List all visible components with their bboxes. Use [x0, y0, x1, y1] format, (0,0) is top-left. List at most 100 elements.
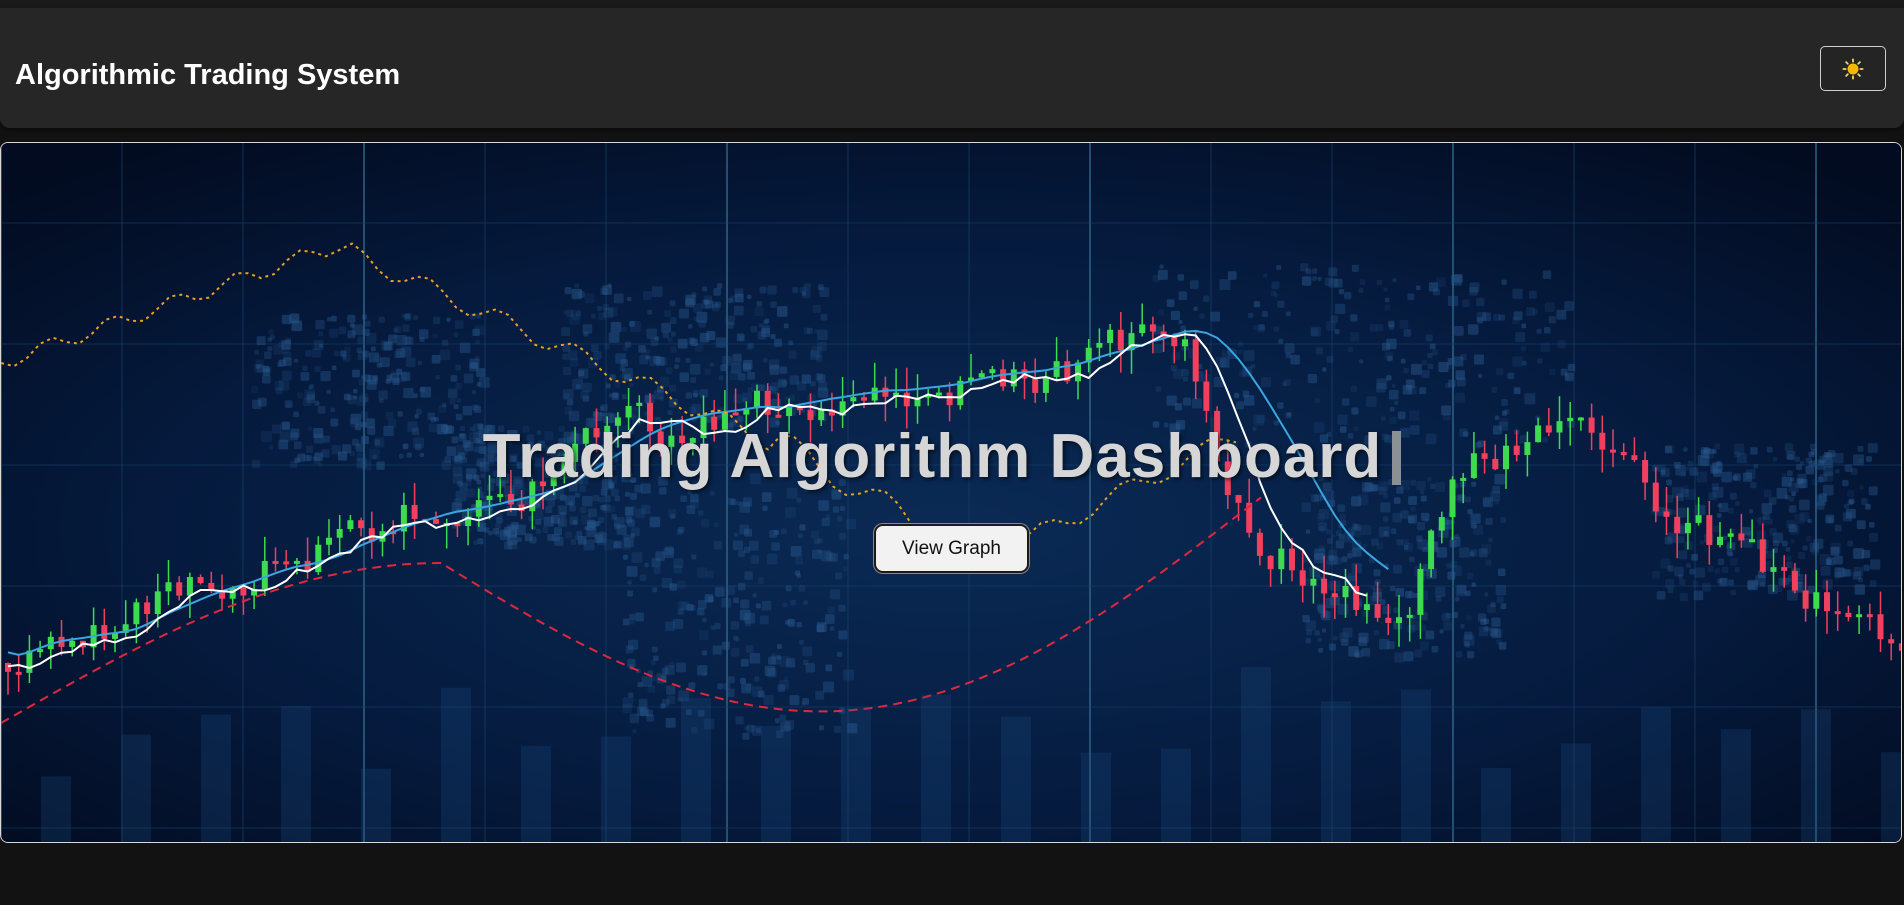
map-dot: [630, 477, 637, 483]
map-dot: [321, 449, 330, 458]
map-dot: [1853, 548, 1864, 559]
map-dot: [515, 524, 526, 536]
map-dot: [329, 328, 338, 338]
view-graph-button[interactable]: View Graph: [874, 524, 1029, 573]
map-dot: [725, 688, 735, 698]
map-dot: [784, 506, 796, 518]
map-dot: [380, 357, 390, 367]
map-dot: [262, 365, 270, 373]
map-dot: [346, 394, 353, 401]
map-dot: [506, 525, 518, 537]
map-dot: [582, 324, 593, 334]
map-dot: [1557, 340, 1566, 349]
map-dot: [750, 325, 758, 333]
map-dot: [1393, 607, 1399, 613]
map-dot: [581, 514, 591, 525]
map-dot: [635, 508, 646, 519]
map-dot: [704, 594, 714, 603]
map-dot: [1339, 632, 1349, 642]
map-dot: [1802, 545, 1808, 551]
map-dot: [702, 286, 708, 292]
map-dot: [662, 331, 670, 339]
map-dot: [484, 424, 495, 435]
map-dot: [1560, 368, 1568, 376]
map-dot: [1382, 516, 1389, 522]
map-dot: [1327, 538, 1333, 544]
map-dot: [255, 359, 264, 368]
map-dot: [1861, 549, 1871, 559]
map-dot: [1707, 565, 1714, 573]
map-dot: [475, 460, 482, 467]
map-dot: [1492, 485, 1501, 494]
map-dot: [1341, 556, 1348, 563]
map-dot: [652, 587, 658, 593]
map-dot: [642, 291, 652, 301]
map-dot: [1273, 326, 1280, 332]
map-dot: [1170, 365, 1177, 372]
map-dot: [796, 621, 802, 628]
map-dot: [1312, 276, 1317, 282]
map-dot: [1868, 486, 1878, 496]
map-dot: [1339, 426, 1347, 433]
candle-down: [882, 387, 889, 397]
map-dot: [526, 434, 535, 442]
map-dot: [621, 327, 627, 333]
map-dot: [702, 671, 707, 677]
map-dot: [582, 496, 593, 507]
map-dot: [1317, 474, 1325, 482]
map-dot: [1378, 486, 1387, 495]
map-dot: [835, 572, 843, 580]
map-dot: [427, 412, 436, 420]
map-dot: [1369, 595, 1379, 605]
map-dot: [1469, 551, 1475, 557]
candle-up: [1406, 614, 1413, 618]
map-dot: [455, 364, 462, 371]
map-dot: [621, 471, 629, 479]
map-dot: [1834, 524, 1842, 532]
map-dot: [1726, 549, 1733, 556]
map-dot: [1351, 407, 1359, 415]
map-dot: [729, 418, 736, 426]
map-dot: [430, 416, 436, 423]
map-dot: [1728, 579, 1735, 586]
map-dot: [1395, 588, 1405, 597]
map-dot: [698, 630, 709, 641]
candle-down: [1481, 453, 1488, 459]
map-dot: [630, 533, 635, 539]
map-dot: [661, 667, 669, 675]
candle-down: [1845, 612, 1852, 618]
map-dot: [279, 431, 291, 443]
candle-down: [176, 582, 183, 596]
map-dot: [1853, 566, 1864, 577]
map-dot: [1361, 481, 1372, 492]
map-dot: [691, 726, 698, 734]
map-dot: [742, 397, 748, 403]
map-dot: [510, 455, 517, 462]
map-dot: [1834, 567, 1845, 578]
hero-banner: Trading Algorithm Dashboard View Graph: [0, 142, 1902, 843]
map-dot: [625, 645, 634, 654]
map-dot: [785, 585, 792, 592]
map-dot: [1252, 325, 1258, 330]
map-dot: [1302, 614, 1310, 623]
map-dot: [677, 526, 685, 534]
map-dot: [582, 382, 592, 393]
map-dot: [1410, 506, 1416, 512]
map-dot: [1415, 285, 1421, 291]
map-dot: [1827, 517, 1834, 523]
map-dot: [1685, 489, 1696, 501]
candle-up: [925, 394, 932, 398]
theme-toggle-button[interactable]: [1820, 46, 1886, 91]
map-dot: [1463, 634, 1475, 646]
map-dot: [1388, 320, 1395, 328]
map-dot: [1253, 415, 1265, 426]
candle-up: [336, 529, 343, 538]
map-dot: [734, 288, 744, 298]
map-dot: [1316, 603, 1324, 611]
map-dot: [697, 665, 708, 676]
map-dot: [631, 527, 640, 537]
candle-up: [1577, 417, 1584, 421]
candle-up: [26, 650, 33, 673]
map-dot: [706, 331, 716, 341]
map-dot: [318, 331, 324, 337]
